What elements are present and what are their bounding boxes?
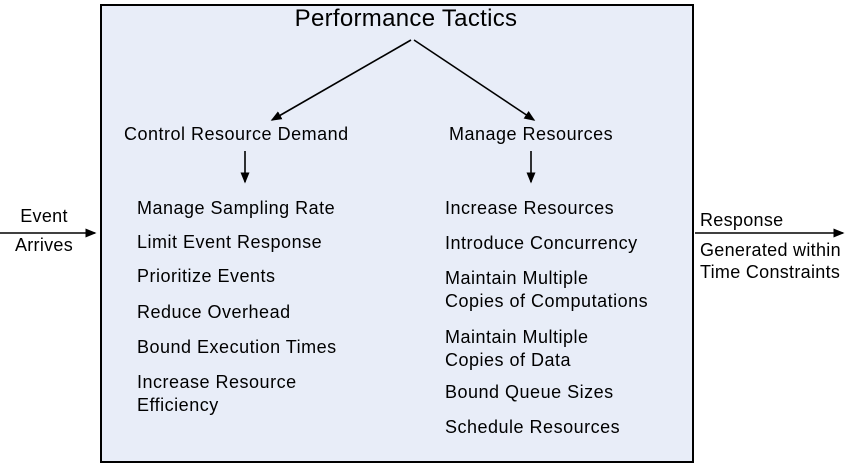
tactic-maintain-multiple-copies-of-data: Maintain Multiple Copies of Data [445,327,589,370]
tactic-limit-event-response: Limit Event Response [137,232,323,252]
tactic-schedule-resources: Schedule Resources [445,417,621,437]
tactic-prioritize-events: Prioritize Events [137,266,276,286]
tactic-increase-resources: Increase Resources [445,198,615,218]
tactic-increase-resource-efficiency: Increase Resource Efficiency [137,372,297,415]
tactic-maintain-multiple-copies-of-computations: Maintain Multiple Copies of Computations [445,268,649,311]
tactic-bound-execution-times: Bound Execution Times [137,337,337,357]
branch-heading-control-resource-demand: Control Resource Demand [124,124,349,144]
tactic-reduce-overhead: Reduce Overhead [137,302,291,322]
event-arrives-line2: Arrives [14,235,74,255]
response-line2: Generated within [700,240,841,260]
tactic-bound-queue-sizes: Bound Queue Sizes [445,382,614,402]
tactic-introduce-concurrency: Introduce Concurrency [445,233,638,253]
event-arrives-label: Event Arrives [6,205,82,257]
tactic-manage-sampling-rate: Manage Sampling Rate [137,198,336,218]
response-line3: Time Constraints [700,262,841,282]
diagram-title: Performance Tactics [294,5,518,32]
response-label: Response Generated within Time Constrain… [700,209,841,284]
event-arrives-line1: Event [20,206,68,226]
branch-heading-manage-resources: Manage Resources [449,124,614,144]
response-line1: Response [700,210,784,230]
